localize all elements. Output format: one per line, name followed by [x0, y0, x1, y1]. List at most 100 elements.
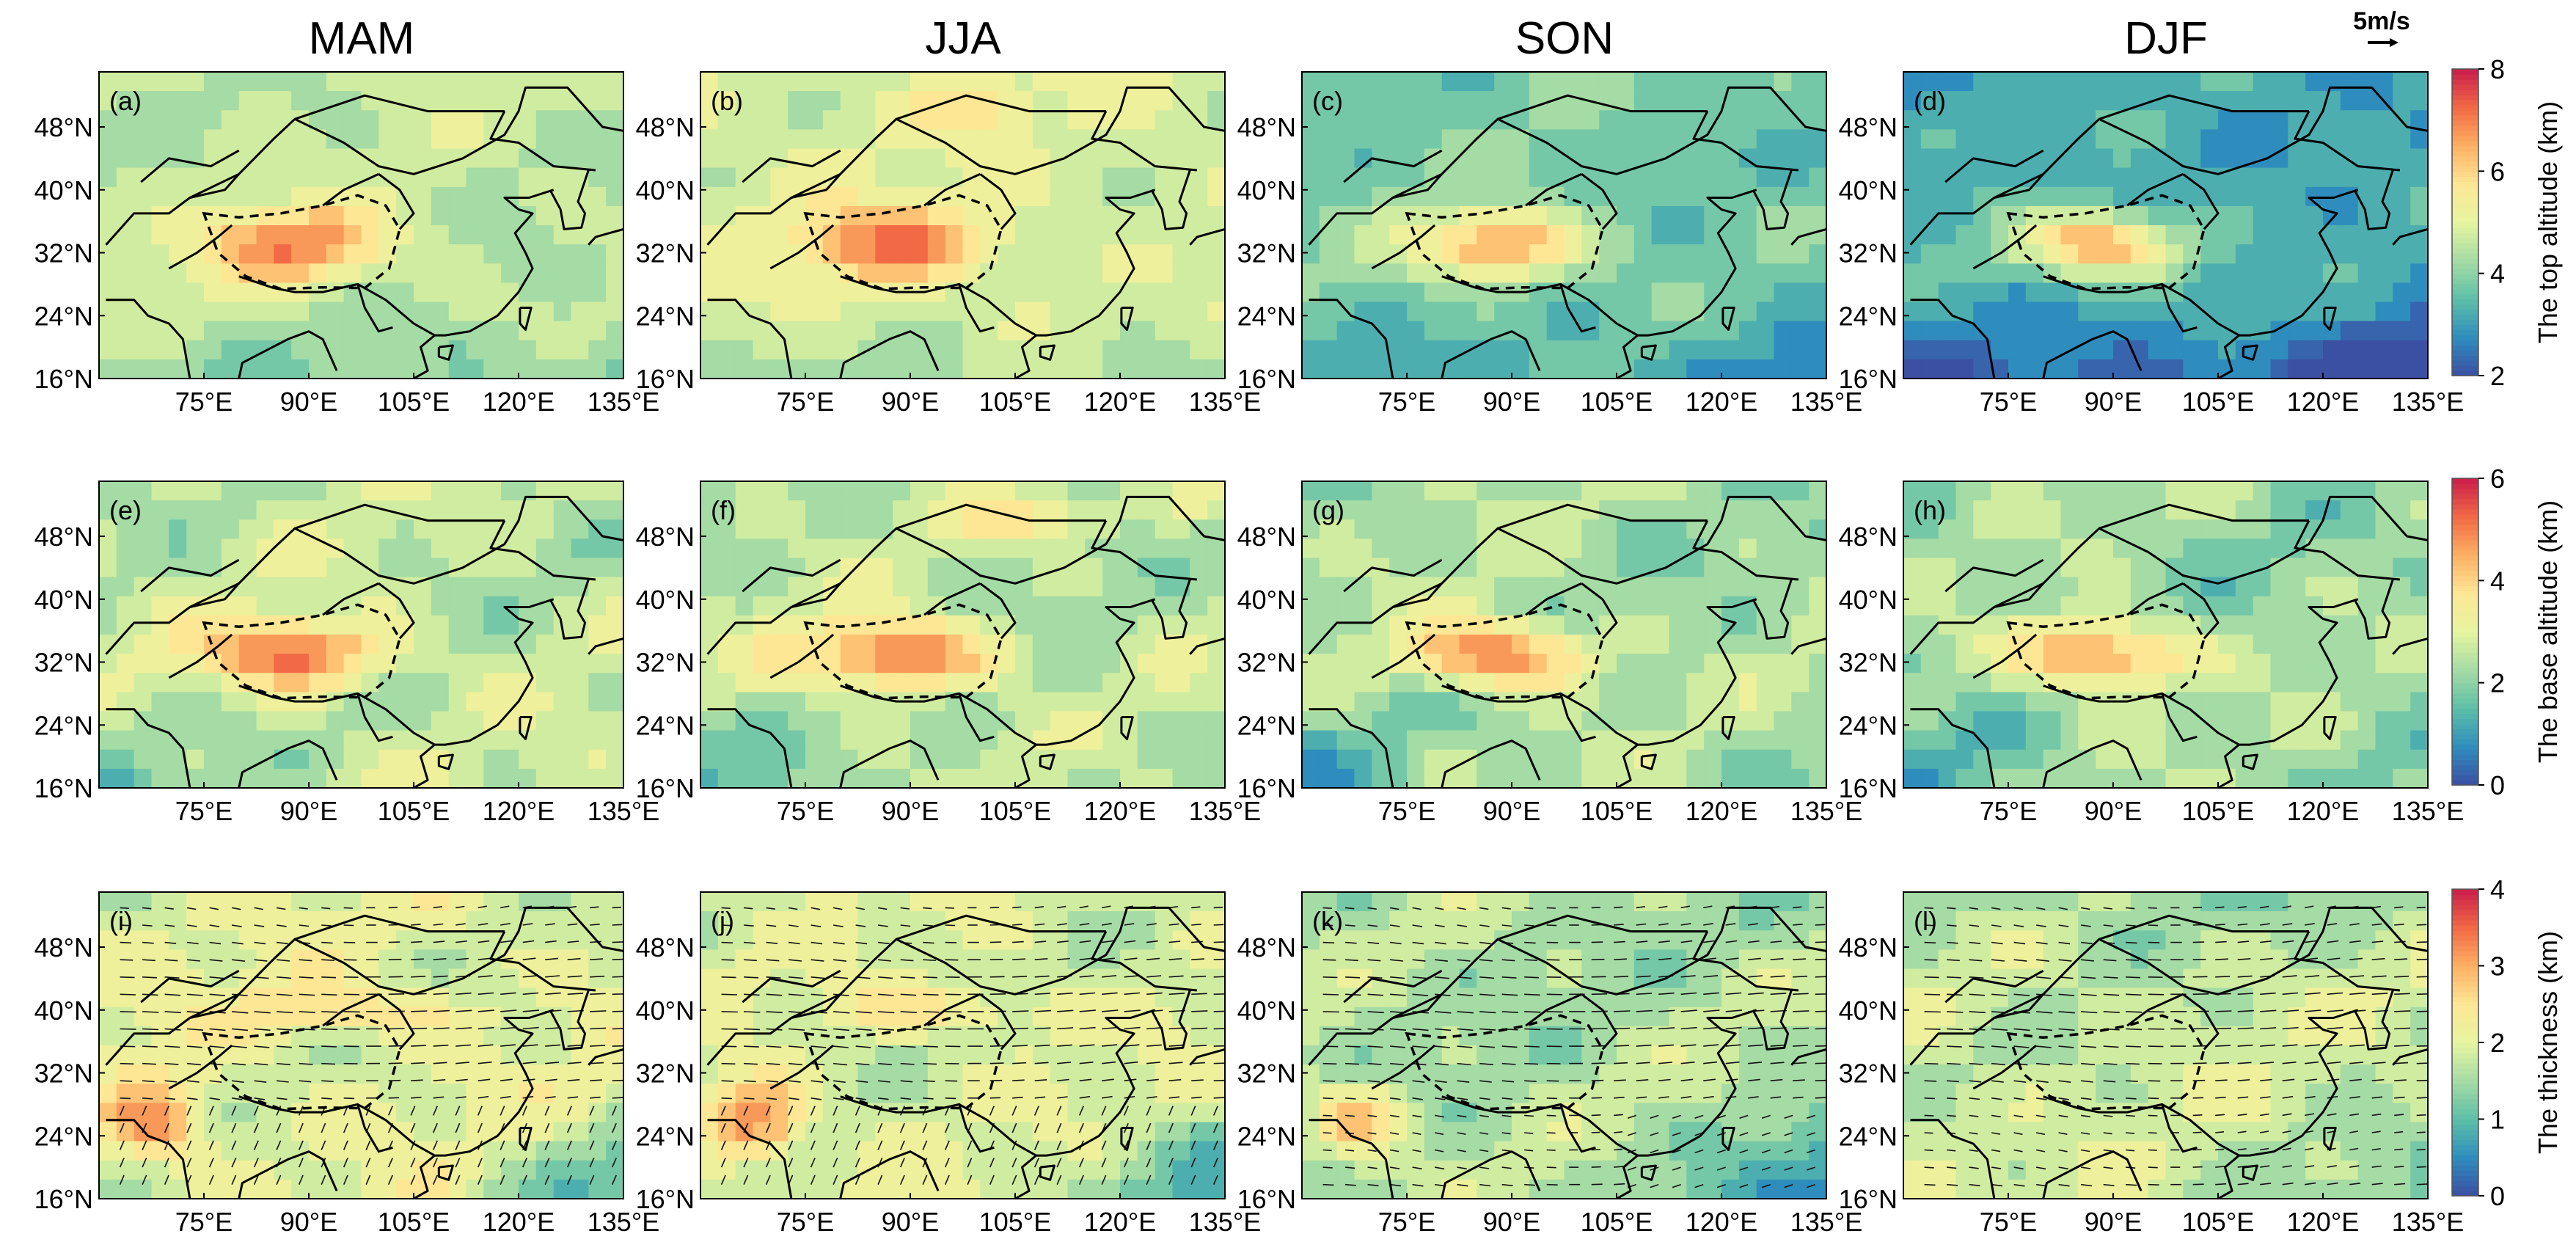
- field-cell: [700, 91, 719, 111]
- field-cell: [1791, 615, 1810, 635]
- field-cell: [2078, 749, 2096, 770]
- field-cell: [2357, 148, 2376, 169]
- field-cell: [927, 654, 946, 673]
- field-cell: [501, 577, 519, 597]
- field-cell: [431, 930, 450, 951]
- field-cell: [770, 129, 788, 150]
- field-cell: [169, 282, 187, 303]
- field-cell: [1920, 558, 1939, 578]
- field-cell: [998, 72, 1016, 92]
- field-cell: [1791, 91, 1810, 111]
- wind-vector: [477, 992, 494, 996]
- field-cell: [186, 129, 205, 150]
- lon-tick-label: 135°E: [1189, 796, 1261, 826]
- wind-vector: [209, 976, 224, 979]
- field-cell: [962, 110, 981, 131]
- field-cell: [606, 538, 623, 559]
- field-cell: [1617, 302, 1635, 322]
- field-cell: [151, 340, 170, 360]
- field-cell: [1973, 205, 1991, 226]
- field-cell: [1991, 129, 2009, 150]
- field-cell: [2130, 110, 2149, 131]
- field-cell: [571, 129, 590, 150]
- field-cell: [875, 340, 893, 360]
- field-cell: [1190, 72, 1208, 92]
- field-cell: [1529, 673, 1548, 693]
- field-cell: [1137, 615, 1156, 635]
- field-cell: [2235, 110, 2254, 131]
- field-cell: [343, 340, 362, 360]
- field-cell: [753, 538, 772, 559]
- field-cell: [169, 519, 187, 540]
- field-cell: [2288, 768, 2306, 788]
- field-cell: [805, 654, 824, 673]
- field-cell: [1991, 340, 2009, 360]
- field-cell: [1973, 768, 1991, 788]
- field-cell: [2096, 244, 2114, 264]
- map-boundary: [1525, 172, 1582, 207]
- field-cell: [2130, 282, 2149, 303]
- field-cell: [2078, 110, 2096, 131]
- field-cell: [2270, 110, 2289, 131]
- wind-vector: [277, 1045, 292, 1048]
- field-cell: [1319, 500, 1338, 520]
- field-cell: [1512, 205, 1530, 226]
- wind-vector: [455, 1027, 472, 1030]
- map-boundary: [1525, 582, 1582, 616]
- field-cell: [1319, 110, 1338, 131]
- field-cell: [945, 244, 964, 264]
- field-cell: [1738, 244, 1757, 264]
- field-cell: [1791, 129, 1810, 150]
- field-cell: [1617, 711, 1635, 731]
- field-cell: [1067, 577, 1086, 597]
- season-title-jja: JJA: [925, 13, 1001, 64]
- field-cell: [2078, 205, 2096, 226]
- wind-vector: [276, 924, 287, 927]
- wind-vector: [411, 958, 424, 960]
- field-cell: [519, 615, 537, 635]
- field-cell: [1155, 302, 1174, 322]
- wind-vector: [567, 993, 584, 996]
- field-cell: [221, 692, 240, 712]
- wind-vector: [232, 1062, 246, 1066]
- field-cell: [501, 321, 519, 341]
- field-cell: [1903, 730, 1922, 750]
- field-cell: [2323, 768, 2341, 788]
- field-cell: [1529, 340, 1548, 360]
- field-cell: [2305, 558, 2324, 578]
- map-boundary: [2242, 753, 2258, 770]
- field-cell: [1581, 225, 1600, 245]
- field-cell: [2410, 225, 2428, 245]
- field-cell: [1319, 340, 1338, 360]
- field-cell: [431, 321, 450, 341]
- field-cell: [221, 359, 240, 379]
- field-cell: [274, 244, 292, 264]
- field-cell: [753, 244, 772, 264]
- field-cell: [414, 930, 432, 951]
- field-cell: [1424, 673, 1443, 693]
- field-cell: [927, 340, 946, 360]
- field-cell: [2253, 302, 2272, 322]
- map-boundary: [2392, 227, 2428, 246]
- field-cell: [1633, 481, 1653, 501]
- field-cell: [753, 263, 772, 284]
- field-cell: [571, 263, 590, 284]
- field-cell: [1564, 481, 1583, 501]
- field-cell: [1546, 302, 1565, 322]
- map-boundary: [1309, 299, 1394, 379]
- field-cell: [2078, 654, 2096, 673]
- field-cell: [770, 321, 788, 341]
- field-cell: [238, 302, 257, 322]
- field-cell: [1564, 500, 1583, 520]
- field-cell: [431, 1007, 450, 1027]
- field-cell: [1459, 635, 1478, 654]
- field-cell: [483, 730, 502, 750]
- field-cell: [221, 302, 240, 322]
- field-cell: [1207, 148, 1225, 169]
- field-cell: [1938, 481, 1957, 501]
- field-cell: [1920, 519, 1939, 540]
- field-cell: [116, 911, 135, 931]
- field-cell: [1477, 302, 1495, 322]
- field-cell: [788, 673, 806, 693]
- wind-vector: [164, 941, 177, 944]
